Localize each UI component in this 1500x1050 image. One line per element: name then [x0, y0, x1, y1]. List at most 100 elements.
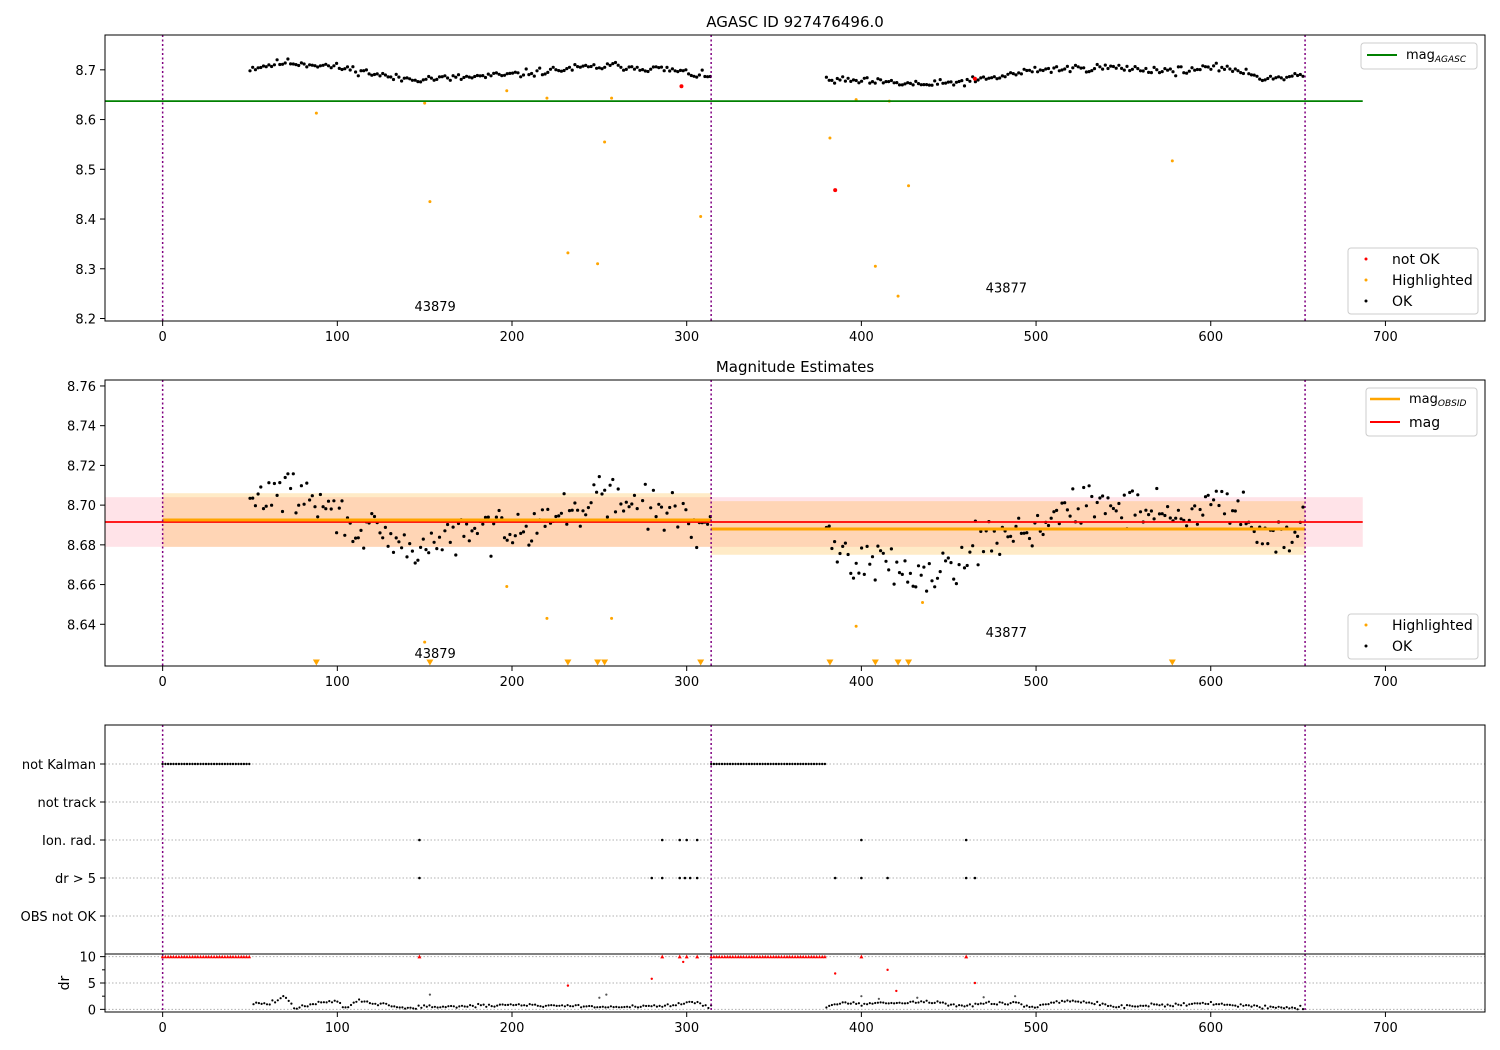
- ok-point: [359, 69, 363, 73]
- ok-point: [1260, 542, 1264, 546]
- ok-point: [949, 1003, 953, 1006]
- ok-point: [893, 1002, 896, 1005]
- ok-point: [535, 531, 539, 535]
- ok-point: [570, 508, 574, 512]
- ok-point: [655, 1005, 659, 1008]
- ok-point: [313, 64, 317, 68]
- ok-point: [1214, 61, 1218, 65]
- ok-point: [849, 79, 853, 83]
- flag-point: [715, 762, 718, 766]
- dr-clipped-marker: [801, 954, 805, 959]
- ok-point: [427, 551, 431, 555]
- dr-axis-label: dr: [57, 975, 73, 990]
- ok-point: [1076, 507, 1080, 511]
- ok-point: [278, 481, 282, 485]
- ok-point: [1111, 506, 1115, 511]
- x-tick-label: 400: [849, 675, 874, 690]
- off-scale-marker: [826, 659, 834, 666]
- ok-point: [833, 540, 837, 544]
- ok-point: [1179, 517, 1183, 521]
- dr-clipped-marker: [763, 954, 768, 959]
- ok-point: [654, 65, 658, 69]
- ok-point: [691, 1000, 694, 1004]
- obsid-label: 43879: [414, 647, 455, 662]
- ok-point: [876, 1001, 880, 1004]
- ok-point: [271, 999, 274, 1002]
- ok-point: [957, 563, 961, 567]
- ok-point: [489, 554, 493, 558]
- ok-point: [669, 1005, 672, 1008]
- ok-point: [389, 532, 393, 536]
- ok-point: [998, 76, 1002, 80]
- ok-point: [990, 76, 994, 80]
- flag-point: [418, 876, 421, 880]
- ok-point: [617, 1006, 621, 1009]
- ok-point: [1163, 67, 1167, 71]
- ok-point: [881, 81, 885, 85]
- ok-point: [264, 504, 268, 508]
- ok-point: [1228, 67, 1232, 71]
- ok-point: [1222, 512, 1227, 516]
- ok-point: [603, 65, 607, 69]
- ok-point: [528, 1003, 531, 1006]
- ok-point: [930, 83, 934, 87]
- obsid-label: 43879: [414, 300, 455, 315]
- dr-clipped-marker: [755, 954, 759, 959]
- y-tick-label: 8.72: [67, 459, 96, 474]
- highlighted-point: [896, 294, 900, 298]
- ok-point: [302, 502, 306, 506]
- ok-point: [887, 80, 891, 84]
- flag-point: [964, 876, 968, 880]
- ok-point: [276, 999, 279, 1002]
- ok-point: [512, 1004, 515, 1007]
- ok-point: [668, 505, 672, 510]
- ok-point: [906, 1002, 909, 1005]
- flag-point: [199, 762, 202, 766]
- ok-point: [1130, 489, 1134, 493]
- ok-point: [968, 79, 972, 83]
- x-tick-label: 300: [674, 330, 699, 345]
- ok-point: [294, 511, 298, 515]
- ok-point: [930, 1002, 934, 1005]
- ok-point: [589, 501, 593, 505]
- dr-outlier-point: [650, 977, 653, 980]
- flag-point: [723, 762, 726, 766]
- ok-point: [973, 80, 978, 84]
- ok-point: [1052, 510, 1056, 514]
- ok-point: [873, 578, 877, 582]
- dr-clipped-marker: [677, 954, 682, 959]
- ok-point: [1299, 1004, 1302, 1007]
- ok-point: [936, 1000, 939, 1003]
- dr-clipped-marker: [174, 954, 178, 959]
- dr-clipped-marker: [185, 954, 189, 959]
- ok-point: [1187, 518, 1191, 522]
- axes-frame: [104, 34, 1486, 322]
- ok-point: [857, 1002, 861, 1005]
- ok-point: [455, 1006, 458, 1009]
- ok-point: [673, 504, 677, 508]
- ok-point: [1060, 501, 1064, 505]
- ok-point: [1174, 516, 1178, 520]
- ok-point: [291, 62, 295, 66]
- ok-point: [600, 492, 604, 496]
- ok-point: [546, 70, 550, 74]
- ok-point: [1152, 65, 1156, 69]
- ok-point: [871, 1002, 874, 1005]
- highlighted-point: [907, 184, 911, 188]
- ok-point: [900, 572, 904, 577]
- flag-point: [785, 762, 789, 766]
- dr-clipped-marker: [204, 954, 208, 959]
- ok-point: [469, 1004, 472, 1007]
- ok-point: [332, 64, 336, 68]
- flag-point: [807, 762, 810, 766]
- ok-point: [282, 995, 285, 998]
- y-tick-label: 8.66: [67, 579, 96, 594]
- ok-point: [1209, 67, 1213, 71]
- ok-point: [460, 1004, 464, 1007]
- ok-point: [704, 1004, 707, 1007]
- dr-clipped-marker: [223, 954, 227, 959]
- ok-point: [274, 1001, 277, 1004]
- ok-point: [1036, 70, 1040, 74]
- ok-point: [1036, 513, 1040, 518]
- ok-point: [1088, 1001, 1091, 1004]
